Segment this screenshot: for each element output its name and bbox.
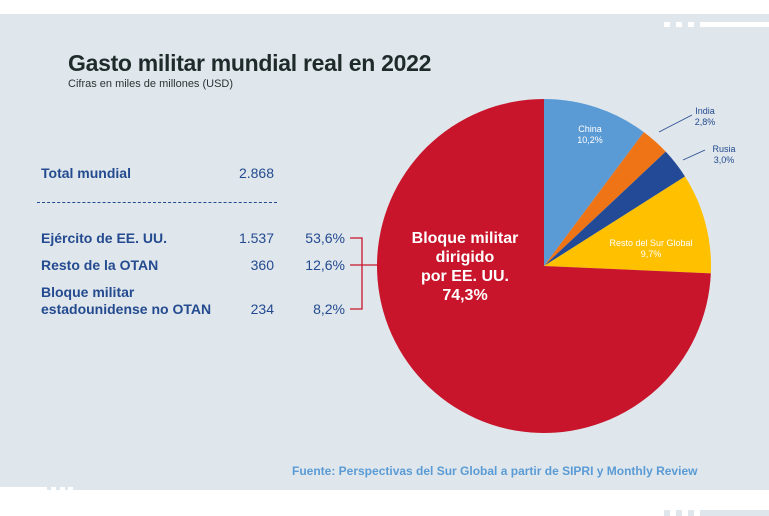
row-label: Ejército de EE. UU.: [41, 230, 168, 246]
leader-lines: [658, 114, 706, 161]
slice-label-rusia: Rusia 3,0%: [712, 144, 736, 165]
slice-label-resto: Resto del Sur Global 9,7%: [609, 238, 693, 259]
decor-bar: [0, 487, 47, 492]
decor-bar: [700, 510, 769, 516]
decor-square: [676, 510, 682, 516]
decor-square: [60, 487, 65, 492]
slice-label-china: China 10,2%: [577, 124, 603, 145]
row-value: 1.537: [238, 230, 274, 246]
row-pct: 53,6%: [305, 230, 345, 246]
decor-square: [68, 487, 73, 492]
pie-slice-2: [544, 151, 686, 266]
row-label: Resto de la OTAN: [41, 257, 159, 273]
pie-slice-3: [544, 176, 712, 274]
decor-bar: [700, 22, 769, 27]
divider: [37, 202, 277, 203]
pie-slice-0: [544, 99, 644, 266]
pie-slice-4: [377, 99, 711, 434]
slice-label-bloque: Bloque militar dirigido por EE. UU. 74,3…: [411, 230, 519, 304]
decor-square: [74, 0, 80, 5]
row-pct: 8,2%: [313, 301, 345, 317]
row-value: 234: [250, 301, 274, 317]
total-value: 2.868: [238, 165, 274, 181]
decor-square: [86, 0, 92, 5]
row-label-line: estadounidense no OTAN: [41, 301, 212, 317]
decor-square: [664, 22, 670, 27]
decor-square: [98, 0, 104, 5]
decor-square: [676, 22, 682, 27]
pie-slice-1: [544, 132, 666, 266]
row-value: 360: [250, 257, 274, 273]
chart-subtitle: Cifras en miles de millones (USD): [68, 78, 234, 90]
source-note: Fuente: Perspectivas del Sur Global a pa…: [292, 464, 698, 478]
decor-bar: [0, 0, 68, 5]
row-label-line: Bloque militar: [41, 284, 135, 300]
total-label: Total mundial: [41, 165, 131, 181]
decor-square: [688, 22, 694, 27]
decor-square: [664, 510, 670, 516]
slice-label-india: India 2,8%: [694, 106, 716, 127]
decor-square: [688, 510, 694, 516]
row-pct: 12,6%: [305, 257, 345, 273]
decor-square: [51, 487, 56, 492]
bracket-connector: [350, 237, 378, 310]
chart-title: Gasto militar mundial real en 2022: [68, 50, 432, 76]
